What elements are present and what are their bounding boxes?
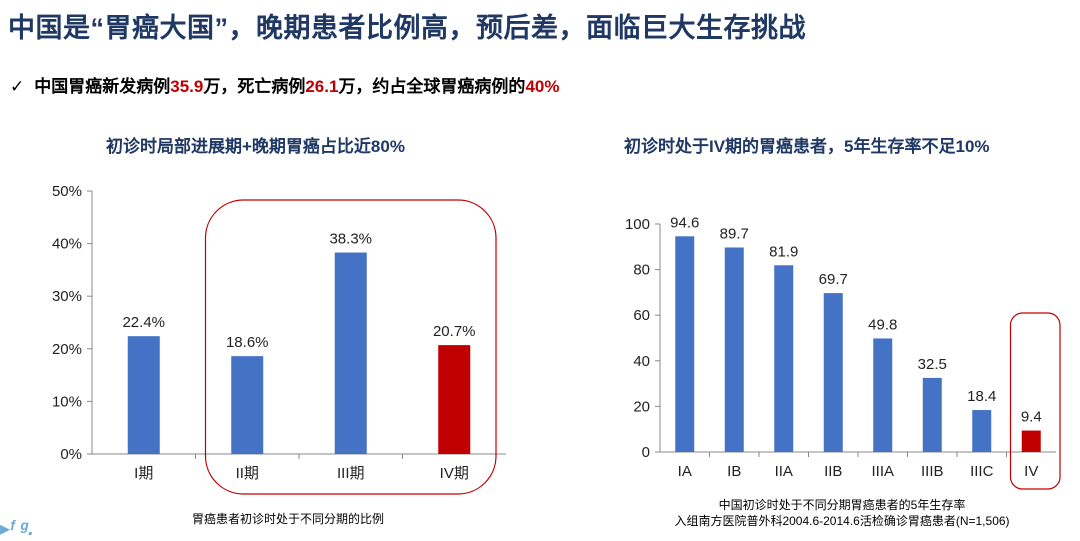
chart0-y-tick-label: 40% — [52, 236, 82, 253]
stat-global-share: 40% — [525, 77, 560, 96]
chart1-data-label: 32.5 — [918, 356, 947, 373]
chart1-bar — [675, 236, 695, 452]
chart1-bar — [774, 265, 794, 452]
left-chart-highlight-box — [204, 199, 497, 495]
key-statistic-bullet: ✓ 中国胃癌新发病例35.9万，死亡病例26.1万，约占全球胃癌病例的40% — [10, 72, 559, 97]
chart1-x-tick-label: IIIC — [970, 463, 994, 480]
chart1-bar — [972, 410, 992, 452]
chart0-y-tick-label: 50% — [52, 183, 82, 200]
chart1-x-tick-label: IIIB — [921, 463, 944, 480]
chart1-bar — [724, 247, 744, 452]
chart0-bar — [334, 252, 367, 454]
chart0-y-tick-label: 30% — [52, 288, 82, 305]
chart1-bar — [922, 377, 942, 452]
chart1-y-tick-label: 40 — [633, 353, 650, 370]
chart0-data-label: 18.6% — [226, 334, 269, 351]
chart1-data-label: 89.7 — [720, 225, 749, 242]
chart0-x-tick-label: II期 — [236, 465, 259, 482]
chart1-y-tick-label: 80 — [633, 262, 650, 279]
chart1-x-tick-label: IV — [1024, 463, 1038, 480]
right-chart-title: 初诊时处于IV期的胃癌患者，5年生存率不足10% — [624, 137, 990, 156]
chart0-y-tick-label: 0% — [60, 446, 82, 463]
chart1-y-tick-label: 20 — [633, 398, 650, 415]
chart1-y-tick-label: 100 — [625, 216, 650, 233]
right-caption-line-1: 中国初诊时处于不同分期胃癌患者的5年生存率 — [718, 498, 966, 512]
chart0-data-label: 20.7% — [433, 323, 476, 340]
chart0-x-tick-label: I期 — [134, 465, 153, 482]
chart1-x-tick-label: IA — [678, 463, 692, 480]
stat-text-2: 万，死亡病例 — [203, 77, 306, 96]
chart1-y-tick-label: 60 — [633, 307, 650, 324]
check-icon: ✓ — [10, 77, 25, 96]
stat-text-3: 万，约占全球胃癌病例的 — [338, 77, 526, 96]
chart0-bar — [438, 345, 471, 454]
corner-logo-fragment: ▸ᶠ ᵍ. — [0, 518, 34, 540]
chart0-y-tick-label: 10% — [52, 393, 82, 410]
chart1-data-label: 94.6 — [670, 214, 699, 231]
chart1-x-tick-label: IIIA — [871, 463, 894, 480]
chart1-x-tick-label: IB — [727, 463, 741, 480]
right-chart-caption: 中国初诊时处于不同分期胃癌患者的5年生存率 入组南方医院普外科2004.6-20… — [632, 497, 1052, 529]
stat-new-cases: 35.9 — [170, 77, 204, 96]
chart1-x-tick-label: IIA — [775, 463, 793, 480]
chart1-x-tick-label: IIB — [824, 463, 842, 480]
page-title: 中国是“胃癌大国”，晚期患者比例高，预后差，面临巨大生存挑战 — [8, 13, 806, 43]
chart0-bar — [127, 336, 160, 454]
chart1-data-label: 69.7 — [819, 271, 848, 288]
chart0-x-tick-label: IV期 — [440, 465, 469, 482]
right-chart-highlight-box — [1009, 312, 1061, 490]
chart0-y-tick-label: 20% — [52, 341, 82, 358]
stat-text-1: 中国胃癌新发病例 — [34, 77, 171, 96]
chart0-data-label: 22.4% — [122, 314, 165, 331]
chart1-y-tick-label: 0 — [642, 444, 650, 461]
chart1-bar — [1021, 430, 1041, 452]
chart1-data-label: 9.4 — [1021, 409, 1042, 426]
stat-deaths: 26.1 — [305, 77, 339, 96]
chart1-bar — [873, 338, 893, 452]
chart1-data-label: 18.4 — [967, 388, 996, 405]
left-chart-title: 初诊时局部进展期+晚期胃癌占比近80% — [106, 137, 405, 156]
chart0-x-tick-label: III期 — [337, 465, 365, 482]
left-chart-caption: 胃癌患者初诊时处于不同分期的比例 — [191, 512, 384, 526]
chart1-data-label: 49.8 — [868, 316, 897, 333]
chart0-data-label: 38.3% — [329, 231, 372, 248]
chart1-bar — [823, 293, 843, 452]
chart0-bar — [231, 356, 264, 454]
right-caption-line-2: 入组南方医院普外科2004.6-2014.6活检确诊胃癌患者(N=1,506) — [674, 514, 1010, 528]
chart1-data-label: 81.9 — [769, 243, 798, 260]
